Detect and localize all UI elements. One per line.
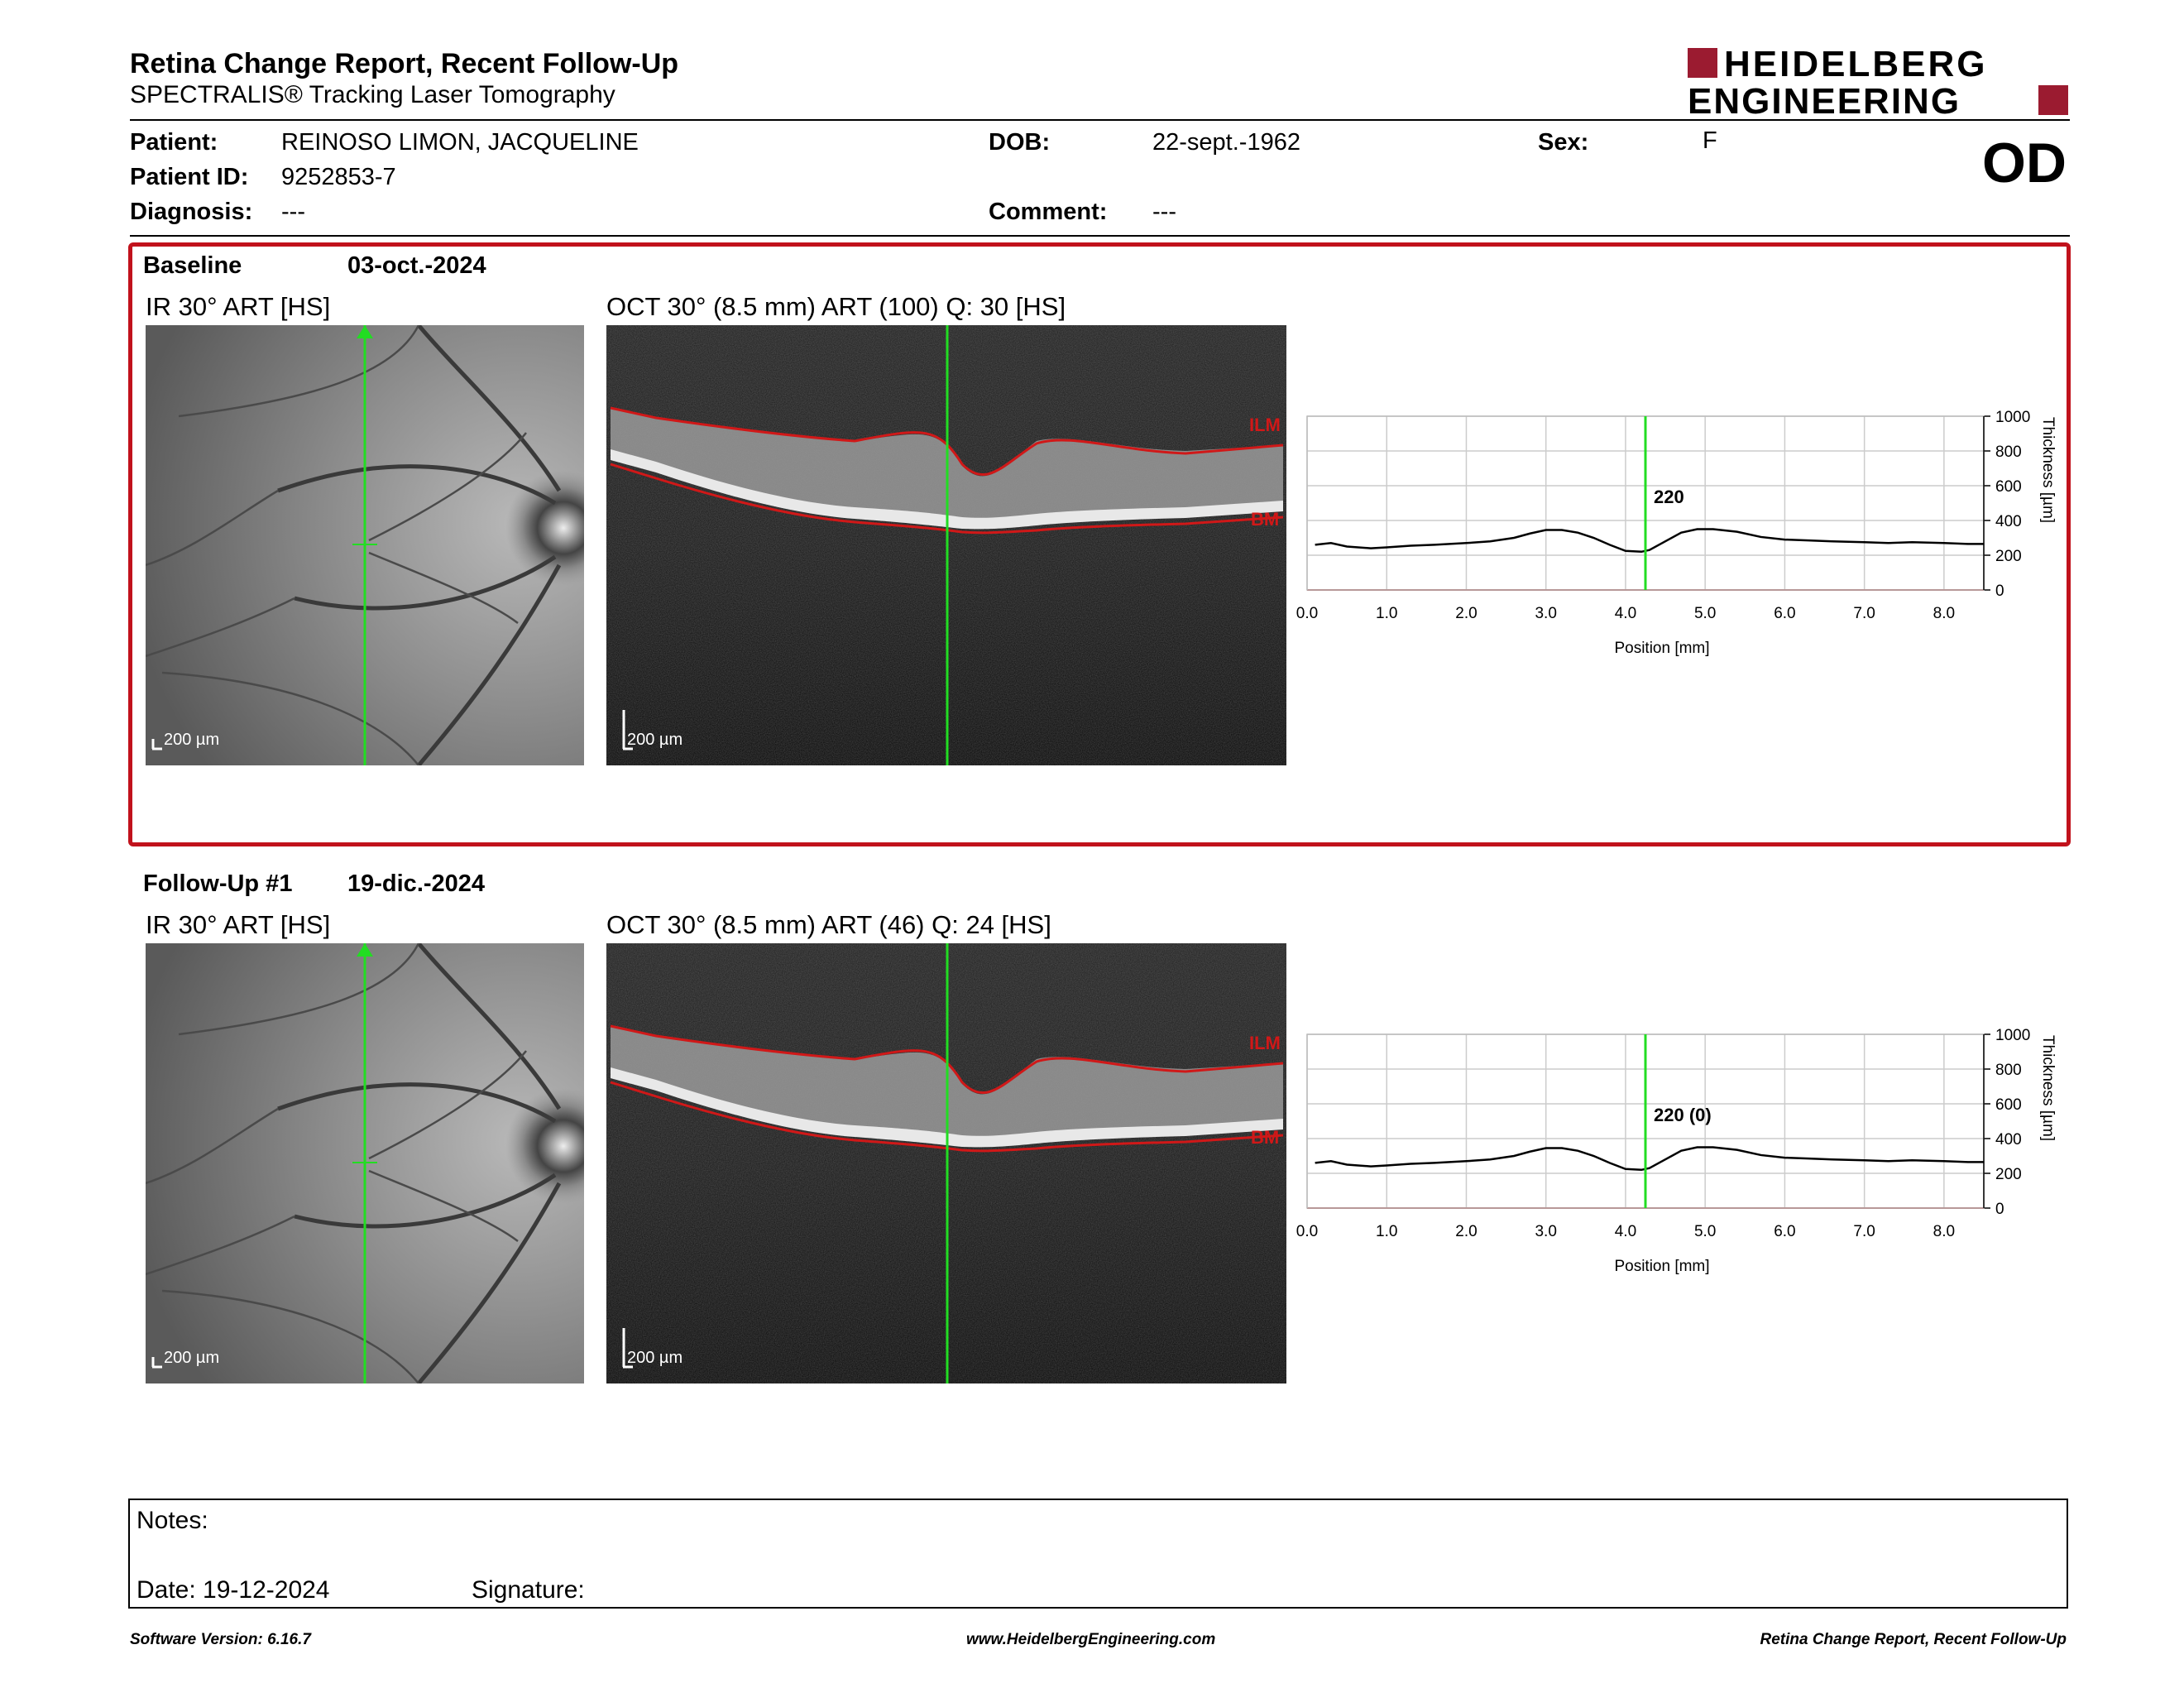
y-tick-label: 400: [1995, 1131, 2022, 1149]
oct-scale-label: 200 µm: [627, 731, 683, 749]
x-tick-label: 2.0: [1455, 1223, 1477, 1240]
x-tick-label: 6.0: [1774, 605, 1795, 622]
bm-layer-label: BM: [1251, 509, 1280, 530]
oct-image-label: OCT 30° (8.5 mm) ART (46) Q: 24 [HS]: [606, 910, 1051, 939]
ir-image-label: IR 30° ART [HS]: [146, 910, 331, 939]
ir-scale-label: 200 µm: [164, 1349, 220, 1367]
y-axis-label: Thickness [µm]: [2039, 417, 2057, 523]
comment-value: ---: [1152, 199, 1176, 225]
patient-name: REINOSO LIMON, JACQUELINE: [281, 129, 639, 156]
ir-fundus-image[interactable]: [146, 943, 584, 1383]
y-tick-label: 400: [1995, 513, 2022, 530]
x-axis-label: Position [mm]: [1614, 1258, 1709, 1275]
footer-website[interactable]: www.HeidelbergEngineering.com: [966, 1631, 1216, 1648]
x-tick-label: 1.0: [1376, 605, 1397, 622]
diagnosis-label: Diagnosis:: [130, 199, 253, 225]
marker-value-label: 220 (0): [1654, 1105, 1712, 1125]
patient-id-value: 9252853-7: [281, 164, 396, 190]
x-tick-label: 3.0: [1535, 1223, 1556, 1240]
comment-label: Comment:: [989, 199, 1108, 225]
y-tick-label: 1000: [1995, 409, 2030, 426]
exam-label: Baseline: [143, 252, 242, 279]
x-tick-label: 2.0: [1455, 605, 1477, 622]
brand-line2: ENGINEERING: [1688, 81, 1961, 120]
x-tick-label: 5.0: [1694, 605, 1716, 622]
y-axis-label: Thickness [µm]: [2039, 1035, 2057, 1141]
patient-divider: [130, 235, 2070, 237]
notes-label: Notes:: [136, 1507, 208, 1534]
y-tick-label: 0: [1995, 583, 2004, 600]
y-tick-label: 0: [1995, 1201, 2004, 1218]
exam-section-1: Follow-Up #1 19-dic.-2024 IR 30° ART [HS…: [0, 861, 2184, 1456]
oct-bscan-image[interactable]: [606, 325, 1286, 765]
x-tick-label: 3.0: [1535, 605, 1556, 622]
oct-image-label: OCT 30° (8.5 mm) ART (100) Q: 30 [HS]: [606, 292, 1066, 321]
x-tick-label: 7.0: [1853, 605, 1875, 622]
ir-image-label: IR 30° ART [HS]: [146, 292, 331, 321]
y-tick-label: 200: [1995, 548, 2022, 565]
y-tick-label: 800: [1995, 1062, 2022, 1079]
y-tick-label: 600: [1995, 478, 2022, 496]
bm-layer-label: BM: [1251, 1127, 1280, 1148]
report-subtitle: SPECTRALIS® Tracking Laser Tomography: [130, 81, 615, 108]
sex-label: Sex:: [1538, 129, 1589, 156]
ir-scale-label: 200 µm: [164, 731, 220, 749]
exam-date: 03-oct.-2024: [347, 252, 486, 279]
signature-label: Signature:: [472, 1576, 585, 1604]
exam-date: 19-dic.-2024: [347, 870, 486, 897]
dob-value: 22-sept.-1962: [1152, 129, 1300, 156]
sex-value: F: [1703, 127, 1717, 154]
y-tick-label: 1000: [1995, 1027, 2030, 1044]
report-title: Retina Change Report, Recent Follow-Up: [130, 48, 679, 79]
x-tick-label: 0.0: [1296, 605, 1318, 622]
x-tick-label: 5.0: [1694, 1223, 1716, 1240]
y-tick-label: 200: [1995, 1166, 2022, 1183]
x-tick-label: 7.0: [1853, 1223, 1875, 1240]
brand-line1: HEIDELBERG: [1724, 46, 1987, 84]
x-tick-label: 4.0: [1615, 605, 1636, 622]
x-tick-label: 4.0: [1615, 1223, 1636, 1240]
brand-logo: HEIDELBERG ENGINEERING: [1688, 46, 2068, 120]
ir-fundus-image[interactable]: [146, 325, 584, 765]
oct-scale-label: 200 µm: [627, 1349, 683, 1367]
thickness-chart[interactable]: 0.0 1.0 2.0 3.0 4.0 5.0 6.0 7.0 8.0 0 200 400 600 800…: [1291, 1026, 2076, 1299]
notes-date: Date: 19-12-2024: [136, 1576, 330, 1604]
y-tick-label: 600: [1995, 1096, 2022, 1114]
dob-label: DOB:: [989, 129, 1051, 156]
footer-software-version: Software Version: 6.16.7: [130, 1631, 311, 1648]
marker-value-label: 220: [1654, 487, 1684, 507]
thickness-series-line: [1315, 528, 1984, 554]
exam-label: Follow-Up #1: [143, 870, 293, 897]
x-tick-label: 1.0: [1376, 1223, 1397, 1240]
ilm-layer-label: ILM: [1249, 1033, 1281, 1053]
exam-section-0: Baseline 03-oct.-2024 IR 30° ART [HS] OC…: [0, 242, 2184, 838]
x-tick-label: 0.0: [1296, 1223, 1318, 1240]
x-tick-label: 8.0: [1933, 605, 1955, 622]
patient-id-label: Patient ID:: [130, 164, 249, 190]
notes-box[interactable]: Notes: Date: 19-12-2024 Signature:: [128, 1499, 2068, 1609]
header-divider: [130, 119, 2070, 121]
patient-label: Patient:: [130, 129, 218, 156]
oct-bscan-image[interactable]: [606, 943, 1286, 1383]
thickness-chart[interactable]: 0.0 1.0 2.0 3.0 4.0 5.0 6.0 7.0 8.0 0 200 400 600 800…: [1291, 408, 2076, 681]
diagnosis-value: ---: [281, 199, 305, 225]
y-tick-label: 800: [1995, 444, 2022, 461]
ilm-layer-label: ILM: [1249, 415, 1281, 435]
baseline-highlight-box: [128, 242, 2071, 846]
footer-report-name: Retina Change Report, Recent Follow-Up: [1760, 1631, 2067, 1648]
x-tick-label: 8.0: [1933, 1223, 1955, 1240]
eye-indicator: OD: [1982, 132, 2067, 194]
x-axis-label: Position [mm]: [1614, 640, 1709, 657]
thickness-series-line: [1315, 1146, 1984, 1172]
x-tick-label: 6.0: [1774, 1223, 1795, 1240]
